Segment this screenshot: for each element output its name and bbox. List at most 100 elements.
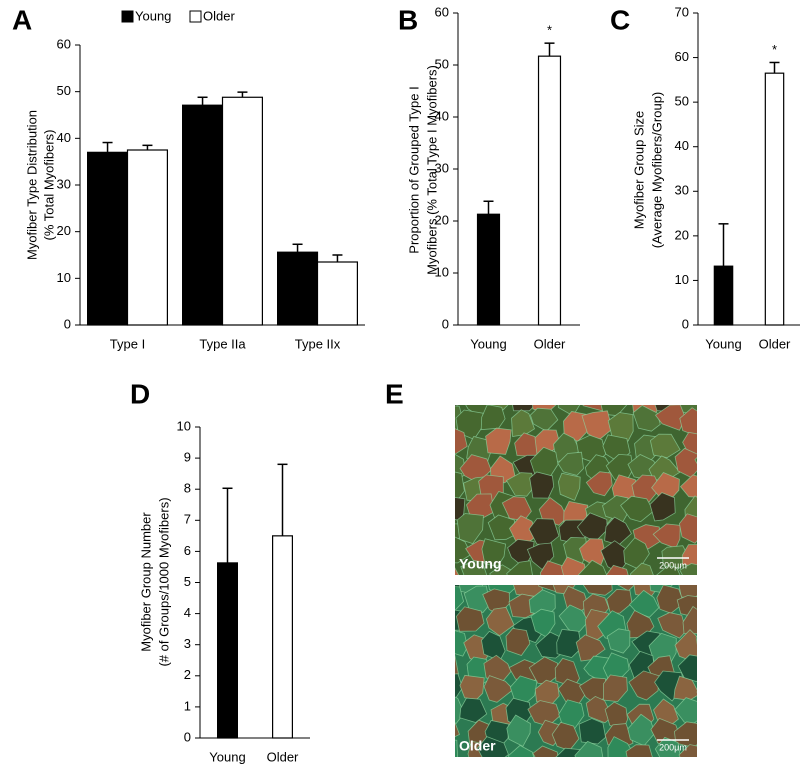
y-tick-label: 60 bbox=[435, 4, 449, 19]
myofiber bbox=[455, 606, 485, 632]
myofiber bbox=[577, 559, 608, 575]
myofiber bbox=[700, 406, 728, 433]
myofiber bbox=[656, 565, 681, 575]
myofiber bbox=[678, 744, 697, 757]
x-tick-label: Young bbox=[209, 749, 245, 764]
bar bbox=[126, 149, 169, 326]
y-tick-label: 10 bbox=[177, 418, 191, 433]
y-tick-label: 40 bbox=[435, 108, 449, 123]
myofiber bbox=[695, 636, 697, 646]
y-tick-label: 10 bbox=[675, 272, 689, 287]
y-axis-label: Myofibers (% Total Type I Myofibers) bbox=[424, 65, 439, 275]
y-tick-label: 0 bbox=[184, 729, 191, 744]
y-axis-label: Proportion of Grouped Type I bbox=[406, 86, 421, 253]
myofiber bbox=[602, 674, 628, 703]
myofiber bbox=[607, 412, 634, 442]
y-tick-label: 2 bbox=[184, 667, 191, 682]
myofiber bbox=[455, 655, 459, 677]
myofiber bbox=[455, 739, 459, 757]
image-label: Young bbox=[459, 556, 502, 572]
myofiber bbox=[632, 405, 661, 432]
scale-bar-label: 200μm bbox=[659, 560, 687, 570]
bar bbox=[217, 562, 239, 739]
legend-swatch bbox=[121, 10, 134, 23]
y-tick-label: 40 bbox=[57, 130, 71, 145]
y-axis-label: Myofiber Type Distribution bbox=[24, 110, 39, 260]
myofiber bbox=[699, 390, 726, 422]
myofiber bbox=[512, 405, 536, 412]
y-tick-label: 10 bbox=[57, 270, 71, 285]
y-tick-label: 4 bbox=[184, 605, 191, 620]
bar bbox=[272, 535, 294, 739]
myofiber bbox=[505, 472, 536, 497]
y-axis-label: Myofiber Group Number bbox=[138, 512, 153, 652]
bar bbox=[86, 151, 129, 326]
myofiber bbox=[455, 536, 472, 564]
myofiber bbox=[682, 605, 697, 635]
y-tick-label: 5 bbox=[184, 574, 191, 589]
myofiber bbox=[654, 405, 686, 431]
myofiber bbox=[455, 405, 458, 410]
myofiber bbox=[679, 563, 697, 575]
myofiber bbox=[560, 556, 587, 575]
x-tick-label: Type IIx bbox=[295, 336, 341, 351]
myofiber bbox=[487, 514, 516, 541]
bar bbox=[537, 55, 562, 326]
myofiber bbox=[678, 513, 697, 544]
bar bbox=[316, 261, 359, 326]
x-tick-label: Type IIa bbox=[199, 336, 246, 351]
significance-marker: * bbox=[547, 23, 552, 38]
myofiber bbox=[481, 538, 507, 567]
bar bbox=[277, 251, 319, 326]
y-tick-label: 0 bbox=[442, 316, 449, 331]
y-tick-label: 0 bbox=[64, 316, 71, 331]
myofiber bbox=[507, 744, 534, 757]
myofiber bbox=[455, 428, 468, 454]
myofiber bbox=[506, 560, 533, 575]
y-tick-label: 30 bbox=[57, 176, 71, 191]
panel-letter: D bbox=[130, 378, 150, 409]
panel-letter: B bbox=[398, 4, 418, 35]
myofiber bbox=[654, 736, 681, 757]
myofiber bbox=[485, 427, 512, 455]
myofiber bbox=[704, 513, 733, 541]
bar bbox=[764, 72, 785, 326]
myofiber bbox=[649, 492, 676, 522]
myofiber bbox=[459, 674, 485, 701]
legend-swatch bbox=[189, 10, 202, 23]
myofiber bbox=[538, 496, 568, 526]
y-tick-label: 20 bbox=[57, 223, 71, 238]
y-tick-label: 60 bbox=[57, 36, 71, 51]
micrograph bbox=[455, 390, 733, 575]
y-tick-label: 30 bbox=[675, 183, 689, 198]
y-tick-label: 9 bbox=[184, 450, 191, 465]
bar bbox=[182, 104, 224, 326]
myofiber bbox=[532, 745, 559, 757]
myofiber bbox=[630, 562, 654, 575]
myofiber bbox=[556, 628, 583, 658]
myofiber bbox=[706, 614, 731, 643]
myofiber bbox=[505, 627, 531, 656]
myofiber bbox=[625, 744, 653, 757]
myofiber bbox=[585, 471, 613, 497]
y-axis-label: (# of Groups/1000 Myofibers) bbox=[156, 497, 171, 666]
myofiber bbox=[463, 585, 491, 613]
x-tick-label: Older bbox=[534, 336, 566, 351]
myofiber bbox=[574, 740, 604, 757]
myofiber bbox=[679, 474, 697, 498]
y-axis-label: Myofiber Group Size bbox=[631, 111, 646, 230]
y-tick-label: 10 bbox=[435, 264, 449, 279]
x-tick-label: Young bbox=[705, 336, 741, 351]
y-axis-label: (% Total Myofibers) bbox=[41, 129, 56, 240]
y-tick-label: 7 bbox=[184, 512, 191, 527]
myofiber bbox=[477, 736, 509, 757]
bar bbox=[221, 96, 264, 326]
legend-label: Older bbox=[203, 8, 235, 23]
y-tick-label: 70 bbox=[675, 4, 689, 19]
myofiber bbox=[620, 495, 655, 523]
myofiber bbox=[455, 722, 461, 738]
myofiber bbox=[707, 702, 736, 733]
myofiber bbox=[701, 592, 732, 614]
y-tick-label: 6 bbox=[184, 543, 191, 558]
